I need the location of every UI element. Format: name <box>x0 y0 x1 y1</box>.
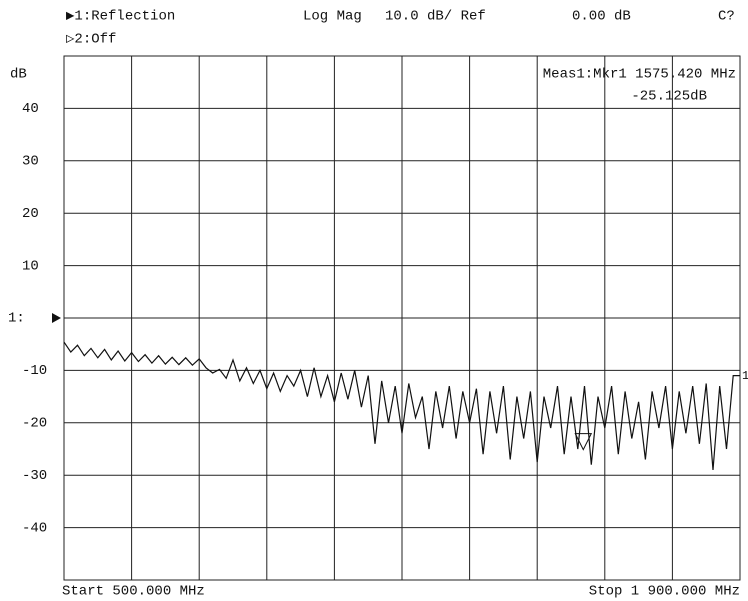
trace <box>63 341 740 471</box>
trace2-label: ▷2:Off <box>66 32 116 48</box>
y-tick-label: -40 <box>22 520 47 536</box>
marker-triangle <box>574 433 593 451</box>
y-axis-label: dB <box>10 67 27 83</box>
y-tick-label: 10 <box>22 258 39 274</box>
y-tick-label: -10 <box>22 363 47 379</box>
scale-label: 10.0 dB/ Ref <box>385 9 486 25</box>
ref-label: 0.00 dB <box>572 9 631 25</box>
reference-marker <box>52 313 61 323</box>
y-tick-label: 20 <box>22 206 39 222</box>
trace-end-label: 1 <box>742 369 748 383</box>
stop-label: Stop 1 900.000 MHz <box>589 584 740 600</box>
y-tick-label: 40 <box>22 101 39 117</box>
y-tick-label: 1: <box>8 311 25 327</box>
trace1-label: ▶1:Reflection <box>66 9 175 25</box>
marker-title: Meas1:Mkr1 1575.420 MHz <box>543 67 736 83</box>
status-label: C? <box>718 9 735 25</box>
marker-readout: -25.125dB <box>631 89 707 105</box>
format-label: Log Mag <box>303 9 362 25</box>
y-tick-label: 30 <box>22 154 39 170</box>
y-tick-label: -30 <box>22 468 47 484</box>
start-label: Start 500.000 MHz <box>62 584 205 600</box>
y-tick-label: -20 <box>22 416 47 432</box>
